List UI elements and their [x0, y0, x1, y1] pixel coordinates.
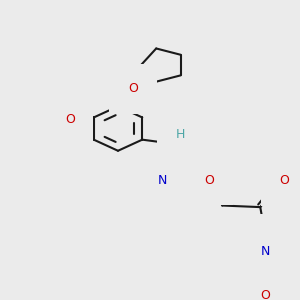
Text: N: N: [261, 232, 270, 245]
Text: O: O: [128, 82, 138, 95]
Text: O: O: [65, 112, 75, 125]
Text: N: N: [158, 174, 167, 187]
Text: H: H: [176, 128, 185, 141]
Text: N: N: [261, 245, 270, 258]
Text: O: O: [260, 289, 270, 300]
Text: O: O: [279, 174, 289, 188]
Text: O: O: [204, 174, 214, 187]
